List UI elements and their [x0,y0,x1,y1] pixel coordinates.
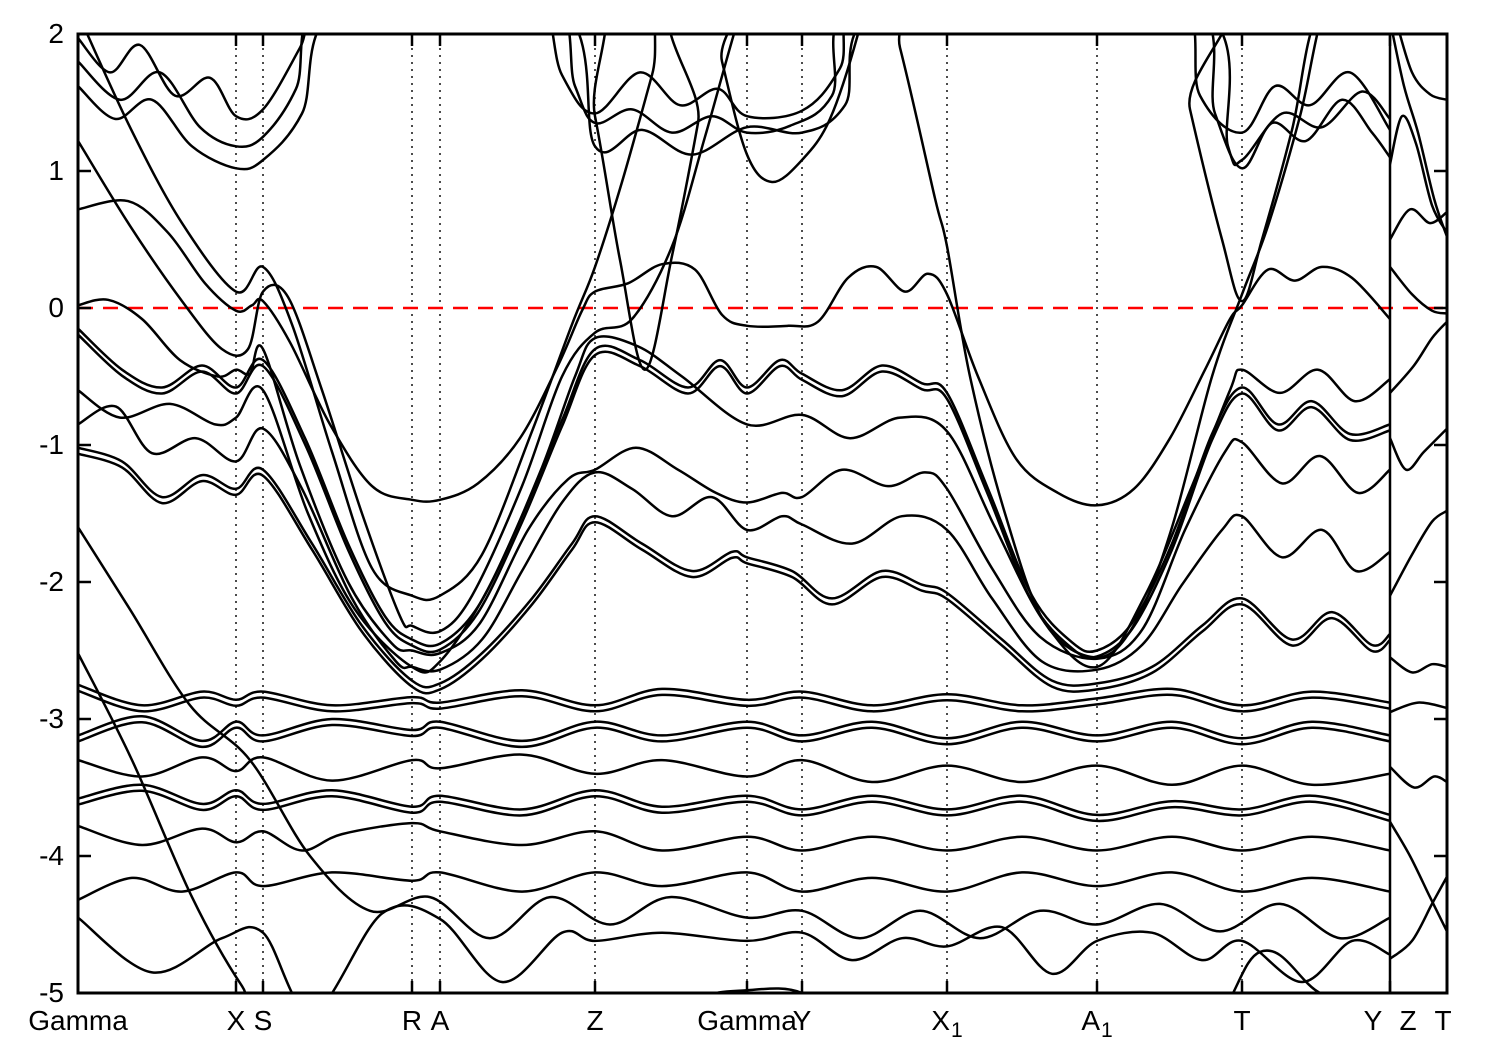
x-tick-label: T [1434,1005,1452,1036]
band-curve [1188,34,1312,303]
band-curve [720,34,860,184]
band-curve [1390,701,1447,714]
y-tick-label: -5 [39,977,64,1008]
band-curve [1390,765,1447,789]
band-curve [78,452,1390,695]
x-tick-label: A1 [1081,1005,1113,1042]
kpoint-gridlines [235,34,1243,993]
band-curve [78,683,1390,707]
band-curve [78,715,1390,743]
band-curve [78,335,1390,674]
y-tick-label: -4 [39,840,64,871]
x-tick-label: X1 [931,1005,963,1042]
band-curve [1390,114,1447,234]
band-curve [1390,656,1447,674]
band-curve [1390,875,1447,960]
bands-layer [78,34,1390,993]
x-tick-label: Z [1399,1005,1417,1036]
band-curve [78,333,1390,660]
band-curve [78,298,1390,661]
band-curve [78,753,1390,787]
band-curve [78,821,1390,852]
band-curve [1390,320,1447,394]
band-curve [78,446,1390,689]
y-tick-label: 0 [48,292,64,323]
x-tick-label: R [401,1005,423,1036]
band-curve [1390,821,1447,932]
x-tick-label: Gamma [697,1005,797,1036]
band-curve [85,34,657,602]
plot-frame [76,32,1449,995]
band-curve [78,34,1390,170]
band-curve [78,34,1390,134]
band-curve [1390,207,1447,241]
band-curve [78,327,1390,654]
x-tick-label: T [1233,1005,1251,1036]
band-curve [78,34,736,635]
band-curve [1390,509,1447,597]
band-curve [1391,34,1447,238]
x-tick-label: Y [1363,1005,1383,1036]
band-curve [1390,427,1447,472]
band-curve [1398,34,1447,102]
panel-bands-layer [1390,34,1447,960]
x-tick-label: Z [586,1005,604,1036]
band-curve [78,904,1390,993]
band-curve [78,689,1390,713]
x-tick-label: X [226,1005,246,1036]
y-tick-label: 2 [48,18,64,49]
band-curve [78,789,1390,823]
band-curve [897,34,1319,659]
band-curve [78,783,1390,817]
y-tick-label: -1 [39,429,64,460]
x-tick-label-subscript: 1 [951,1019,963,1042]
x-tick-label: S [253,1005,273,1036]
y-tick-label: 1 [48,155,64,186]
y-tick-label: -2 [39,566,64,597]
y-tick-label: -3 [39,703,64,734]
band-curve [78,199,1390,507]
band-curve [78,870,1390,901]
band-curve [78,526,1390,940]
x-tick-label: A [430,1005,450,1036]
band-curve [78,652,1323,993]
x-tick-label-subscript: 1 [1101,1019,1113,1042]
band-curve [1390,266,1447,315]
x-tick-label: Y [792,1005,812,1036]
x-tick-label: Gamma [28,1005,128,1036]
band-curve [78,721,1390,749]
